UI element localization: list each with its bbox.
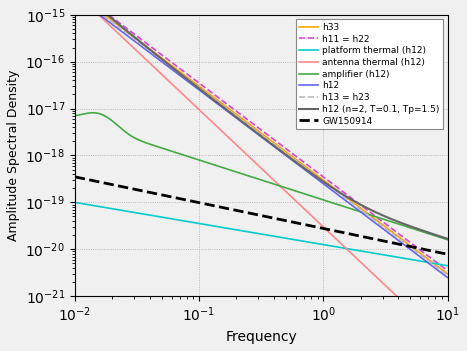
Legend: h33, h11 = h22, platform thermal (h12), antenna thermal (h12), amplifier (h12), : h33, h11 = h22, platform thermal (h12), … <box>296 19 443 129</box>
Y-axis label: Amplitude Spectral Density: Amplitude Spectral Density <box>7 70 20 241</box>
antenna thermal (h12) <box>231 140 237 145</box>
GW150914 <box>114 184 120 188</box>
h13 = h23 <box>114 24 120 28</box>
amplifier (h12) <box>231 169 237 173</box>
antenna thermal (h12) <box>397 297 403 302</box>
h11 = h22 <box>397 233 403 237</box>
h11 = h22 <box>438 263 443 267</box>
platform thermal (h12) <box>215 225 220 229</box>
h12 <box>445 276 450 280</box>
h12 <box>438 270 443 274</box>
h33 <box>438 266 443 270</box>
h33 <box>137 39 142 43</box>
Line: h12: h12 <box>75 0 447 278</box>
Line: antenna thermal (h12): antenna thermal (h12) <box>75 0 447 344</box>
GW150914 <box>215 204 220 208</box>
h13 = h23 <box>137 40 142 45</box>
platform thermal (h12) <box>72 200 78 205</box>
amplifier (h12) <box>215 164 221 168</box>
Line: h33: h33 <box>75 0 447 274</box>
platform thermal (h12) <box>438 262 443 266</box>
h13 = h23 <box>397 237 403 241</box>
Line: platform thermal (h12): platform thermal (h12) <box>75 203 447 266</box>
antenna thermal (h12) <box>445 342 450 346</box>
GW150914 <box>137 188 142 192</box>
h12 <box>231 114 237 118</box>
amplifier (h12) <box>137 138 142 143</box>
h33 <box>114 22 120 27</box>
platform thermal (h12) <box>445 264 450 268</box>
h13 = h23 <box>445 273 450 277</box>
h11 = h22 <box>137 36 142 40</box>
GW150914 <box>72 175 78 179</box>
h11 = h22 <box>231 107 237 112</box>
amplifier (h12) <box>72 114 78 118</box>
h12 (n=2, T=0.1, Tp=1.5) <box>231 113 237 118</box>
platform thermal (h12) <box>397 256 403 260</box>
X-axis label: Frequency: Frequency <box>225 330 297 344</box>
h12 (n=2, T=0.1, Tp=1.5) <box>137 39 142 43</box>
h33 <box>215 98 220 102</box>
h33 <box>397 236 403 240</box>
Line: h13 = h23: h13 = h23 <box>75 0 447 275</box>
GW150914 <box>445 252 450 256</box>
h12 (n=2, T=0.1, Tp=1.5) <box>438 234 443 238</box>
amplifier (h12) <box>397 223 403 227</box>
h11 = h22 <box>114 19 120 24</box>
h11 = h22 <box>445 269 450 273</box>
h33 <box>231 110 237 114</box>
antenna thermal (h12) <box>114 31 120 35</box>
h12 <box>397 240 403 244</box>
Line: amplifier (h12): amplifier (h12) <box>75 113 447 240</box>
h12 (n=2, T=0.1, Tp=1.5) <box>445 237 450 241</box>
Line: h12 (n=2, T=0.1, Tp=1.5): h12 (n=2, T=0.1, Tp=1.5) <box>75 0 447 239</box>
platform thermal (h12) <box>137 211 142 216</box>
h13 = h23 <box>231 112 237 116</box>
h11 = h22 <box>215 95 220 99</box>
h13 = h23 <box>438 267 443 272</box>
Line: h11 = h22: h11 = h22 <box>75 0 447 271</box>
h33 <box>445 272 450 276</box>
amplifier (h12) <box>90 111 96 115</box>
h12 <box>215 102 220 106</box>
GW150914 <box>231 208 237 212</box>
platform thermal (h12) <box>231 227 237 232</box>
antenna thermal (h12) <box>438 335 443 339</box>
h12 <box>114 26 120 30</box>
amplifier (h12) <box>115 123 120 127</box>
GW150914 <box>438 251 443 255</box>
antenna thermal (h12) <box>137 51 142 55</box>
h12 <box>137 43 142 47</box>
h12 (n=2, T=0.1, Tp=1.5) <box>397 220 403 225</box>
amplifier (h12) <box>445 238 450 242</box>
platform thermal (h12) <box>114 207 120 212</box>
h12 (n=2, T=0.1, Tp=1.5) <box>114 21 120 25</box>
amplifier (h12) <box>438 235 443 239</box>
antenna thermal (h12) <box>215 125 220 130</box>
h12 (n=2, T=0.1, Tp=1.5) <box>215 101 220 105</box>
h13 = h23 <box>215 100 220 104</box>
Line: GW150914: GW150914 <box>75 177 447 254</box>
GW150914 <box>397 242 403 246</box>
